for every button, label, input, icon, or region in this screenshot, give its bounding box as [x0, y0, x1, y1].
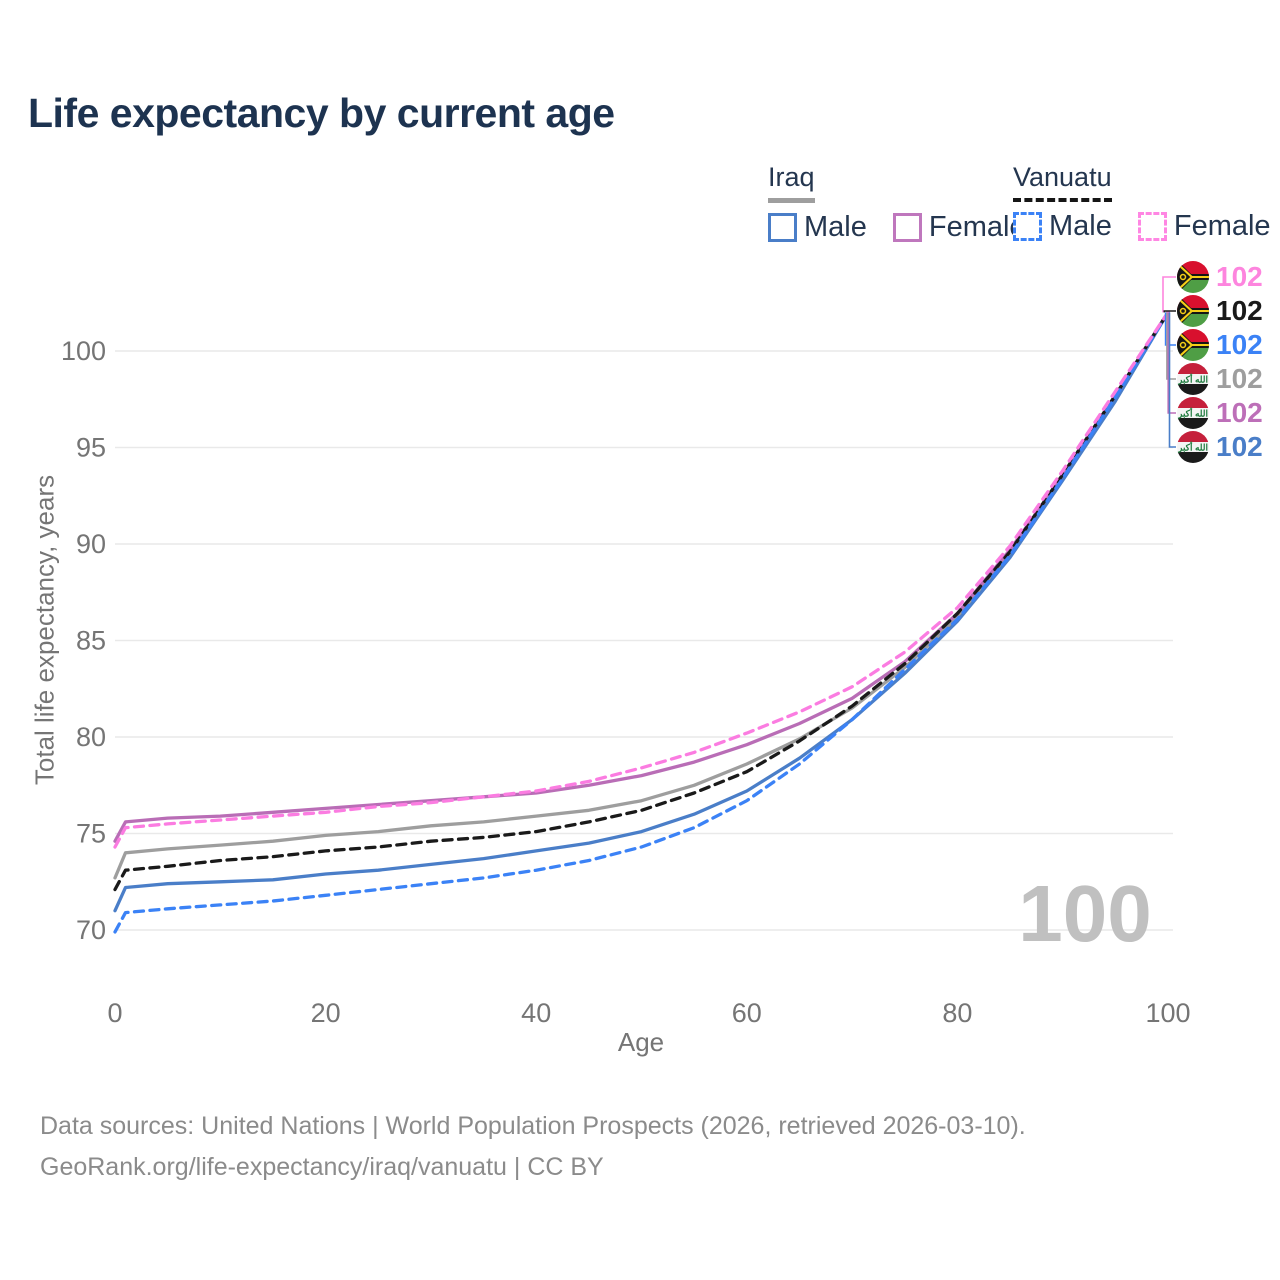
legend-swatch-iraq-female[interactable] [892, 213, 922, 242]
iraq-flag: الله أكبر [1177, 363, 1209, 395]
y-tick-label-70: 70 [76, 915, 106, 945]
leader-line-vanuatu-female [1162, 276, 1176, 313]
legend-label-vanuatu-male[interactable]: Male [1049, 210, 1112, 242]
leader-line-vanuatu-male [1164, 312, 1176, 346]
footer-attribution: GeoRank.org/life-expectancy/iraq/vanuatu… [40, 1153, 604, 1181]
legend-label-iraq-female[interactable]: Female [928, 211, 1026, 243]
svg-text:الله أكبر: الله أكبر [1177, 373, 1208, 386]
end-value-label: 102 [1216, 329, 1263, 360]
footer-data-sources: Data sources: United Nations | World Pop… [40, 1112, 1026, 1140]
y-tick-label-75: 75 [76, 819, 106, 849]
vanuatu-flag [1177, 329, 1209, 361]
end-label-row-iraq-female[interactable]: الله أكبر 102 [1177, 396, 1263, 430]
legend-swatch-vanuatu-female[interactable] [1137, 212, 1167, 241]
vanuatu-flag [1177, 295, 1209, 327]
end-label-row-vanuatu-total[interactable]: 102 [1177, 294, 1263, 328]
leader-line-iraq-male [1168, 312, 1176, 448]
series-line-vanuatu-total[interactable] [113, 310, 1170, 892]
x-tick-label-0: 0 [107, 998, 122, 1028]
legend-group-vanuatu: Vanuatu Male Female [1013, 162, 1280, 243]
end-label-row-iraq-male[interactable]: الله أكبر 102 [1177, 430, 1263, 464]
y-tick-label-95: 95 [76, 433, 106, 463]
leader-line-iraq-female [1167, 312, 1176, 414]
end-label-row-iraq-total[interactable]: الله أكبر 102 [1177, 362, 1263, 396]
iraq-flag: الله أكبر [1177, 431, 1209, 463]
legend-label-iraq-male[interactable]: Male [804, 211, 867, 243]
vanuatu-flag-icon [1177, 295, 1209, 327]
vanuatu-flag-icon [1177, 261, 1209, 293]
series-line-iraq-female[interactable] [113, 310, 1170, 843]
leader-line-vanuatu-total [1163, 310, 1176, 313]
series-line-iraq-male[interactable] [113, 310, 1170, 913]
svg-text:الله أكبر: الله أكبر [1177, 441, 1208, 454]
legend-header-iraq[interactable]: Iraq [768, 162, 815, 203]
age-watermark: 100 [1018, 869, 1151, 958]
legend-group-iraq: Iraq Male Female [768, 162, 1052, 244]
x-tick-label-80: 80 [942, 998, 972, 1028]
x-tick-label-100: 100 [1145, 998, 1190, 1028]
end-value-label: 102 [1216, 295, 1263, 326]
y-tick-label-85: 85 [76, 626, 106, 656]
end-label-row-vanuatu-female[interactable]: 102 [1177, 260, 1263, 294]
vanuatu-flag-icon [1177, 329, 1209, 361]
y-tick-label-100: 100 [61, 336, 106, 366]
x-tick-label-20: 20 [311, 998, 341, 1028]
iraq-flag-icon: الله أكبر [1177, 363, 1209, 395]
leader-line-iraq-total [1166, 312, 1176, 380]
end-value-label: 102 [1216, 261, 1263, 292]
end-value-label: 102 [1216, 363, 1263, 394]
legend-header-vanuatu[interactable]: Vanuatu [1013, 162, 1112, 202]
vanuatu-flag [1177, 261, 1209, 293]
footer: Data sources: United Nations | World Pop… [40, 1106, 1026, 1188]
y-tick-label-80: 80 [76, 722, 106, 752]
iraq-flag-icon: الله أكبر [1177, 397, 1209, 429]
legend-swatch-iraq-male[interactable] [768, 213, 797, 242]
x-axis-title: Age [617, 1027, 665, 1057]
series-line-iraq-total[interactable] [113, 310, 1170, 880]
y-axis-title: Total life expectancy, years [29, 474, 60, 786]
end-label-row-vanuatu-male[interactable]: 102 [1177, 328, 1263, 362]
legend-label-vanuatu-female[interactable]: Female [1173, 210, 1271, 242]
series-line-vanuatu-male[interactable] [113, 310, 1170, 934]
svg-text:الله أكبر: الله أكبر [1177, 407, 1208, 420]
iraq-flag-icon: الله أكبر [1177, 431, 1209, 463]
y-tick-label-90: 90 [76, 529, 106, 559]
end-value-label: 102 [1216, 431, 1263, 462]
iraq-flag: الله أكبر [1177, 397, 1209, 429]
page-title: Life expectancy by current age [28, 90, 615, 136]
end-value-label: 102 [1216, 397, 1263, 428]
series-line-vanuatu-female[interactable] [113, 310, 1170, 849]
x-tick-label-40: 40 [521, 998, 551, 1028]
legend-swatch-vanuatu-male[interactable] [1013, 212, 1042, 241]
x-tick-label-60: 60 [732, 998, 762, 1028]
